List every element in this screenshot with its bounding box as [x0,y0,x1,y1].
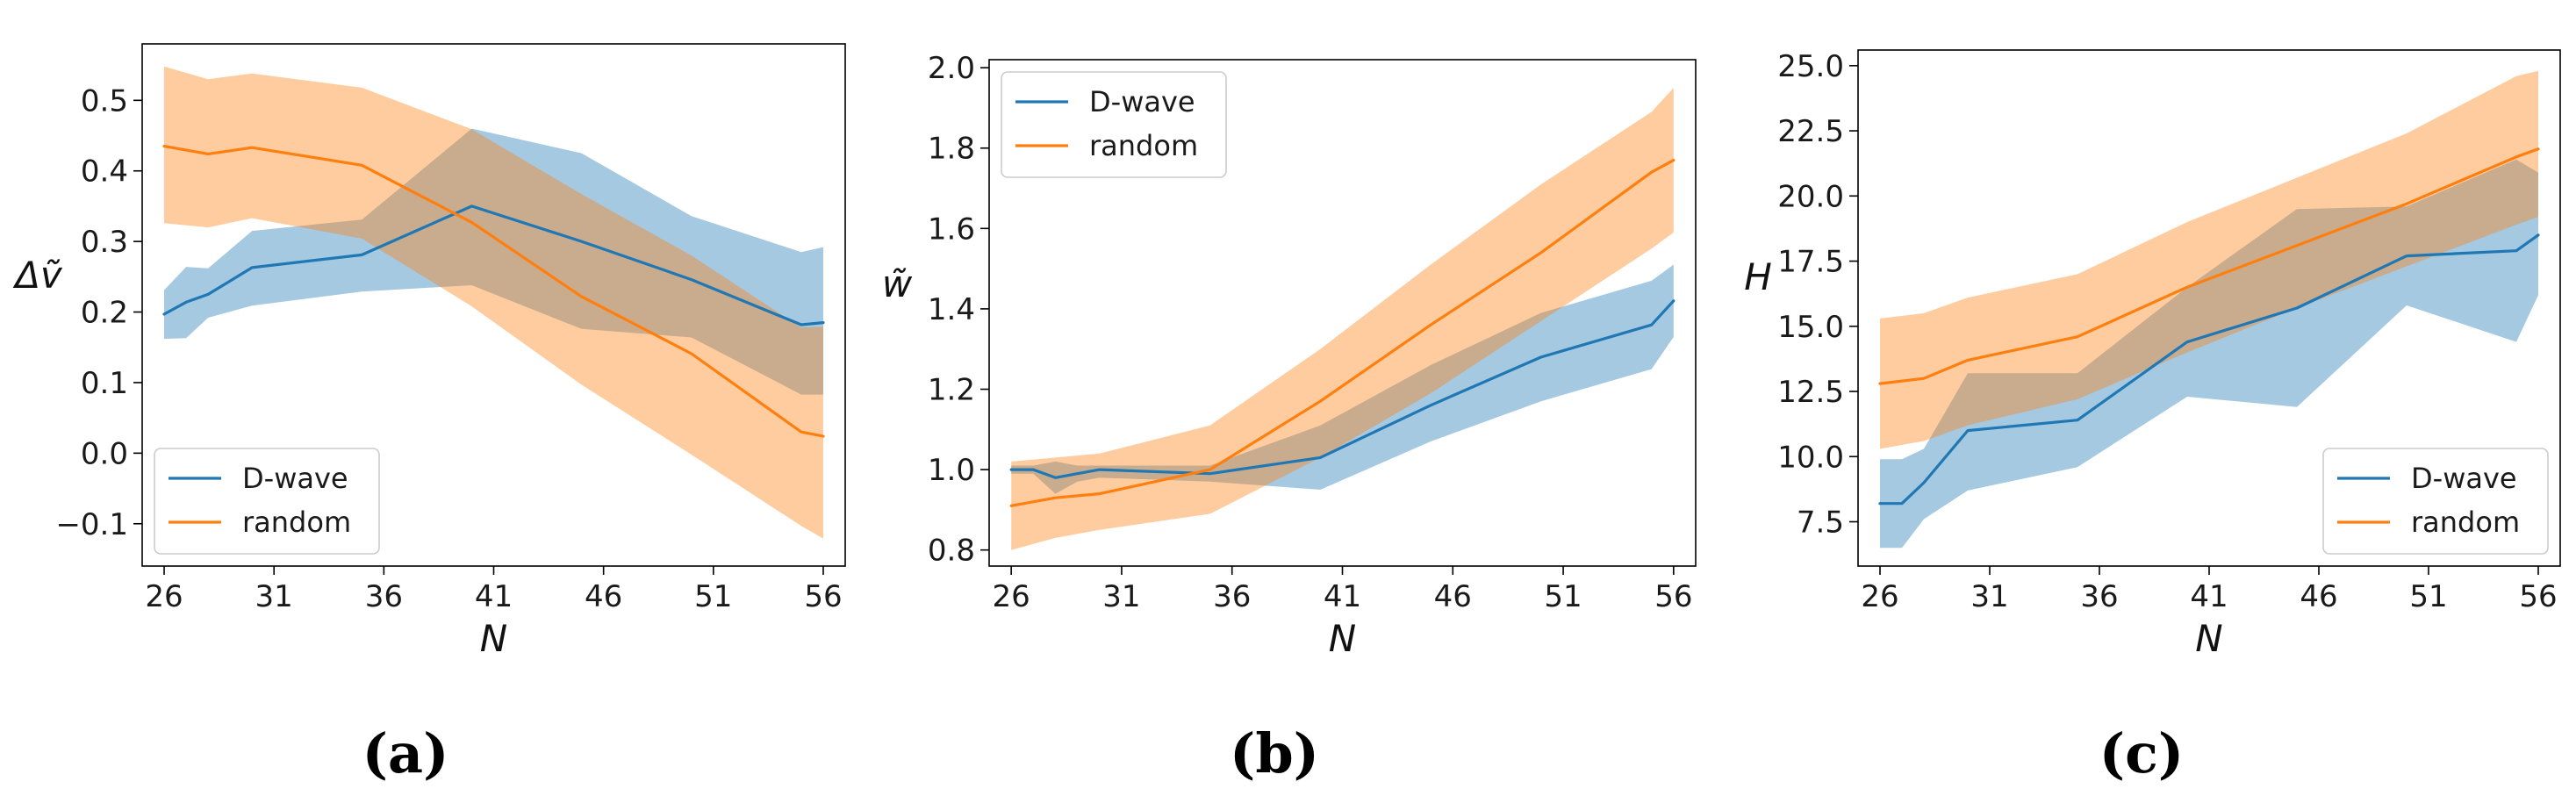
legend-label-d-wave: D-wave [242,462,348,495]
x-tick-label: 41 [2190,579,2228,614]
y-tick-label: 0.4 [81,154,128,190]
x-tick-label: 51 [1544,579,1582,614]
x-tick-label: 31 [1970,579,2008,614]
y-tick-label: 0.0 [81,436,128,471]
chart-panel-b: 26 31 36 41 46 51 56 0.8 1.0 1.2 1.4 1.6 1.8 2.0 Nw̃ D-… [882,51,1697,660]
legend-label-random: random [1089,129,1198,162]
y-tick-label: −0.1 [55,507,128,542]
confidence-band-random [164,66,823,539]
y-tick-label: 15.0 [1777,310,1844,345]
legend-box [1001,71,1227,178]
legend: D-wave random [154,448,380,555]
y-tick-label: 1.6 [928,212,975,247]
x-tick-label: 46 [585,579,622,614]
legend-box [2322,448,2549,555]
y-tick-label: 7.5 [1797,506,1844,541]
x-tick-label: 26 [993,579,1030,614]
y-tick-label: 0.2 [81,296,128,331]
x-tick-label: 26 [145,579,183,614]
y-axis-label: w̃ [882,262,913,305]
x-tick-label: 56 [804,579,842,614]
y-tick-label: 17.5 [1777,245,1844,280]
x-tick-label: 56 [1654,579,1692,614]
legend-label-random: random [2411,506,2520,539]
legend-label-d-wave: D-wave [1089,85,1195,118]
y-axis-label: H [1744,255,1772,298]
x-axis-label: N [480,617,507,660]
y-tick-label: 25.0 [1777,49,1844,84]
confidence-band-d-wave [164,128,823,395]
series-line-random [1878,147,2540,385]
series-line-d-wave [162,204,825,326]
y-tick-label: 10.0 [1777,440,1844,475]
y-tick-label: 0.1 [81,366,128,401]
x-tick-label: 36 [365,579,403,614]
y-tick-label: 12.5 [1777,375,1844,410]
chart-panel-c: 26 31 36 41 46 51 56 7.5 10.0 12.5 15.0 17.5 20.0 22.… [1744,49,2561,660]
y-tick-label: 0.5 [81,83,128,118]
panel-label: (a) [362,721,449,785]
series-line-random [162,145,825,438]
legend-label-d-wave: D-wave [2411,462,2517,495]
y-tick-label: 1.2 [928,373,975,408]
x-axis-label: N [2195,617,2222,660]
series-line-random [1009,158,1675,507]
x-tick-label: 26 [1861,579,1898,614]
x-tick-label: 46 [2300,579,2337,614]
y-tick-label: 1.4 [928,292,975,327]
x-tick-label: 31 [1102,579,1140,614]
y-tick-label: 2.0 [928,51,975,86]
y-tick-label: 0.8 [928,534,975,569]
series-line-d-wave [1878,233,2540,506]
x-tick-label: 51 [694,579,732,614]
x-tick-label: 56 [2519,579,2557,614]
confidence-band-random [1011,88,1674,550]
chart-panel-a: 26 31 36 41 46 51 56 −0.1 0.0 0.1 0.2 0.3 0.4 0.5 N Δṽ D… [12,43,846,660]
y-tick-label: 20.0 [1777,179,1844,214]
y-tick-label: 0.3 [81,225,128,260]
legend: D-wave random [2322,448,2549,555]
x-tick-label: 41 [475,579,513,614]
panel-label: (b) [1230,721,1319,785]
x-axis-label: N [1329,617,1356,660]
panel-label: (c) [2099,721,2184,785]
x-tick-label: 36 [1213,579,1251,614]
legend-label-random: random [242,506,351,539]
legend: D-wave random [1001,71,1227,178]
series-line-d-wave [1009,299,1675,479]
legend-box [154,448,380,555]
confidence-band-random [1880,70,2538,449]
x-tick-label: 51 [2409,579,2447,614]
y-tick-label: 22.5 [1777,114,1844,149]
x-tick-label: 36 [2080,579,2118,614]
y-tick-label: 1.8 [928,132,975,167]
x-tick-label: 31 [255,579,293,614]
y-axis-label: Δṽ [12,254,63,297]
x-tick-label: 41 [1324,579,1361,614]
x-tick-label: 46 [1434,579,1472,614]
confidence-band-d-wave [1880,159,2538,549]
y-tick-label: 1.0 [928,453,975,488]
